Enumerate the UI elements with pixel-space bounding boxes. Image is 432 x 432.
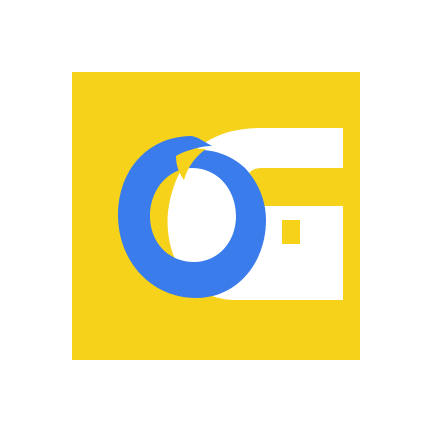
logo-separator: [176, 148, 206, 180]
logo-o-ring: [118, 136, 266, 298]
